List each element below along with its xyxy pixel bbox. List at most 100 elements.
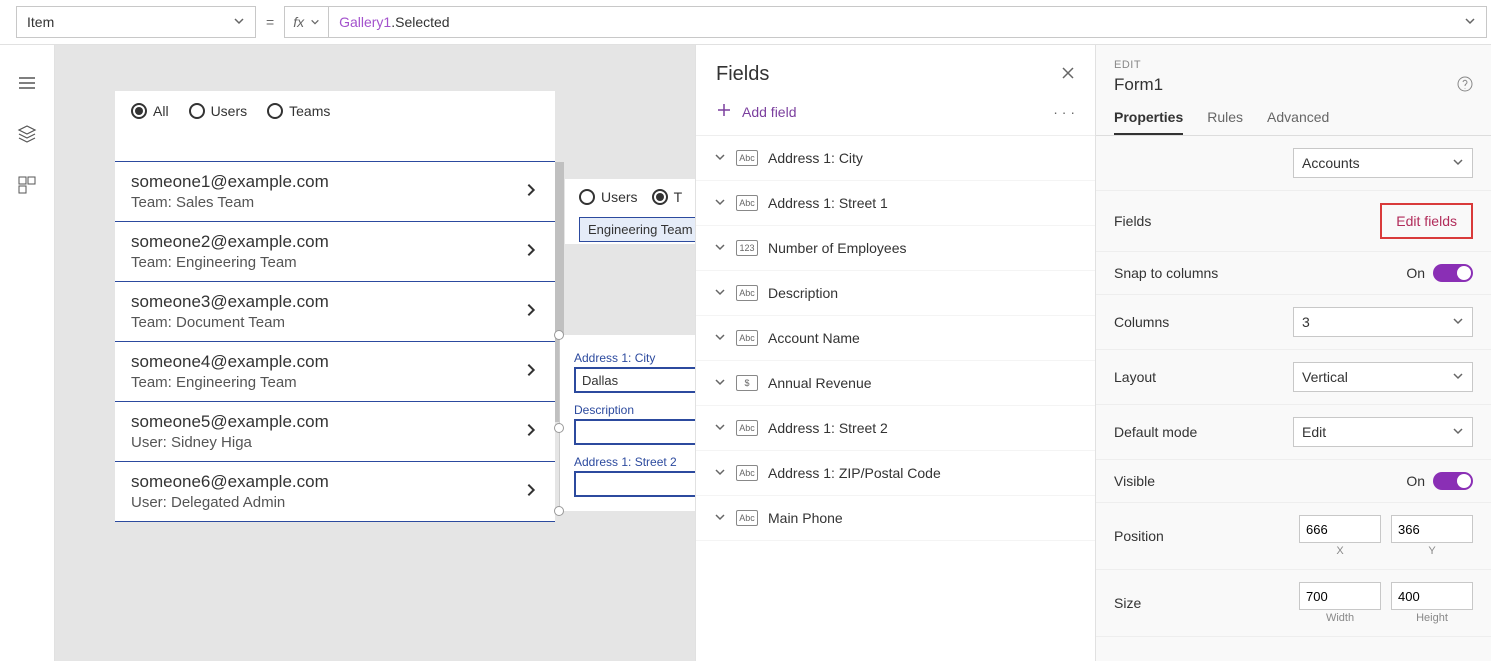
chevron-down-icon xyxy=(714,150,726,166)
property-label: Item xyxy=(27,14,54,30)
chevron-down-icon xyxy=(1452,369,1464,385)
canvas[interactable]: All Users Teams someone1@example.comTeam… xyxy=(55,45,695,661)
fields-panel: Fields Add field · · · AbcAddress 1: Cit… xyxy=(695,45,1095,661)
radio-users[interactable]: Users xyxy=(189,103,248,119)
chevron-down-icon xyxy=(233,14,245,30)
type-icon: Abc xyxy=(736,465,758,481)
type-icon: Abc xyxy=(736,195,758,211)
prop-label: Columns xyxy=(1114,314,1169,330)
close-icon[interactable] xyxy=(1061,66,1075,83)
chevron-down-icon xyxy=(714,195,726,211)
panel-subtitle: EDIT xyxy=(1114,59,1473,71)
field-row[interactable]: 123Number of Employees xyxy=(696,226,1095,271)
field-row[interactable]: AbcAddress 1: City xyxy=(696,136,1095,181)
form-selection[interactable]: Address 1: City Dallas Description Addre… xyxy=(559,335,695,511)
chevron-down-icon[interactable] xyxy=(1464,14,1476,30)
chevron-down-icon xyxy=(1452,314,1464,330)
pos-y-input[interactable] xyxy=(1391,515,1473,543)
layers-icon[interactable] xyxy=(17,124,37,147)
chevron-down-icon xyxy=(714,375,726,391)
formula-bar[interactable]: Gallery1.Selected xyxy=(329,6,1487,38)
grid-icon[interactable] xyxy=(17,175,37,198)
tab-properties[interactable]: Properties xyxy=(1114,109,1183,135)
list-item[interactable]: someone4@example.comTeam: Engineering Te… xyxy=(115,342,555,402)
formula-token: .Selected xyxy=(391,14,449,30)
columns-dropdown[interactable]: 3 xyxy=(1293,307,1473,337)
field-row[interactable]: $ Annual Revenue xyxy=(696,361,1095,406)
list-item[interactable]: someone2@example.comTeam: Engineering Te… xyxy=(115,222,555,282)
radio-teams[interactable]: Teams xyxy=(267,103,330,119)
resize-handle[interactable] xyxy=(554,330,564,340)
field-label: Annual Revenue xyxy=(768,375,872,391)
field-row[interactable]: AbcAddress 1: ZIP/Postal Code xyxy=(696,451,1095,496)
hamburger-icon[interactable] xyxy=(17,73,37,96)
property-selector[interactable]: Item xyxy=(16,6,256,38)
tab-rules[interactable]: Rules xyxy=(1207,109,1243,135)
radio-users[interactable]: Users xyxy=(579,189,638,205)
gallery1[interactable]: All Users Teams someone1@example.comTeam… xyxy=(115,91,555,522)
gallery2[interactable]: Users T Engineering Team xyxy=(565,179,695,244)
snap-toggle[interactable]: On xyxy=(1406,264,1473,282)
text-input[interactable] xyxy=(574,419,695,445)
field-row[interactable]: AbcAccount Name xyxy=(696,316,1095,361)
layout-dropdown[interactable]: Vertical xyxy=(1293,362,1473,392)
add-field-button[interactable]: Add field xyxy=(716,102,796,121)
list-item[interactable]: someone3@example.comTeam: Document Team xyxy=(115,282,555,342)
fx-button[interactable]: fx xyxy=(284,6,329,38)
tabs: Properties Rules Advanced xyxy=(1096,95,1491,136)
type-icon: Abc xyxy=(736,285,758,301)
list-item[interactable]: someone1@example.comTeam: Sales Team xyxy=(115,162,555,222)
field-label: Number of Employees xyxy=(768,240,907,256)
plus-icon xyxy=(716,102,732,121)
type-icon: $ xyxy=(736,375,758,391)
field-label: Address 1: Street 1 xyxy=(768,195,888,211)
pos-x-input[interactable] xyxy=(1299,515,1381,543)
list-item[interactable]: someone6@example.comUser: Delegated Admi… xyxy=(115,462,555,522)
field-row[interactable]: AbcMain Phone xyxy=(696,496,1095,541)
field-label: Account Name xyxy=(768,330,860,346)
field-list: AbcAddress 1: CityAbcAddress 1: Street 1… xyxy=(696,135,1095,661)
datasource-dropdown[interactable]: Accounts xyxy=(1293,148,1473,178)
chevron-down-icon xyxy=(714,510,726,526)
height-input[interactable] xyxy=(1391,582,1473,610)
chevron-down-icon xyxy=(1452,155,1464,171)
chevron-down-icon xyxy=(714,330,726,346)
more-icon[interactable]: · · · xyxy=(1053,104,1075,120)
properties-panel: EDIT Form1 Properties Rules Advanced Acc… xyxy=(1095,45,1491,661)
chevron-down-icon xyxy=(714,420,726,436)
help-icon[interactable] xyxy=(1457,76,1473,95)
prop-label: Snap to columns xyxy=(1114,265,1218,281)
toggle-pill xyxy=(1433,472,1473,490)
field-row[interactable]: AbcAddress 1: Street 2 xyxy=(696,406,1095,451)
prop-label: Position xyxy=(1114,528,1164,544)
prop-label: Layout xyxy=(1114,369,1156,385)
prop-label: Size xyxy=(1114,595,1141,611)
field-label: Address 1: Street 2 xyxy=(768,420,888,436)
resize-handle[interactable] xyxy=(554,423,564,433)
edit-fields-button[interactable]: Edit fields xyxy=(1380,203,1473,239)
field-row[interactable]: AbcDescription xyxy=(696,271,1095,316)
chevron-right-icon xyxy=(523,302,539,321)
chevron-down-icon xyxy=(310,14,320,30)
field-row[interactable]: Abc Address 1: Street 1 xyxy=(696,181,1095,226)
text-input[interactable] xyxy=(574,471,695,497)
field-label: Main Phone xyxy=(768,510,843,526)
gallery-list: someone1@example.comTeam: Sales Team som… xyxy=(115,161,555,522)
left-toolbar xyxy=(0,45,55,661)
width-input[interactable] xyxy=(1299,582,1381,610)
tab-advanced[interactable]: Advanced xyxy=(1267,109,1329,135)
radio-teams[interactable]: T xyxy=(652,189,683,205)
field-label: Address 1: City xyxy=(768,150,863,166)
selected-item[interactable]: Engineering Team xyxy=(579,217,695,242)
chevron-right-icon xyxy=(523,422,539,441)
chevron-right-icon xyxy=(523,362,539,381)
visible-toggle[interactable]: On xyxy=(1406,472,1473,490)
radio-all[interactable]: All xyxy=(131,103,169,119)
prop-label: Visible xyxy=(1114,473,1155,489)
list-item[interactable]: someone5@example.comUser: Sidney Higa xyxy=(115,402,555,462)
chevron-right-icon xyxy=(523,242,539,261)
resize-handle[interactable] xyxy=(554,506,564,516)
text-input[interactable]: Dallas xyxy=(574,367,695,393)
default-mode-dropdown[interactable]: Edit xyxy=(1293,417,1473,447)
field-label: Description xyxy=(574,403,695,417)
